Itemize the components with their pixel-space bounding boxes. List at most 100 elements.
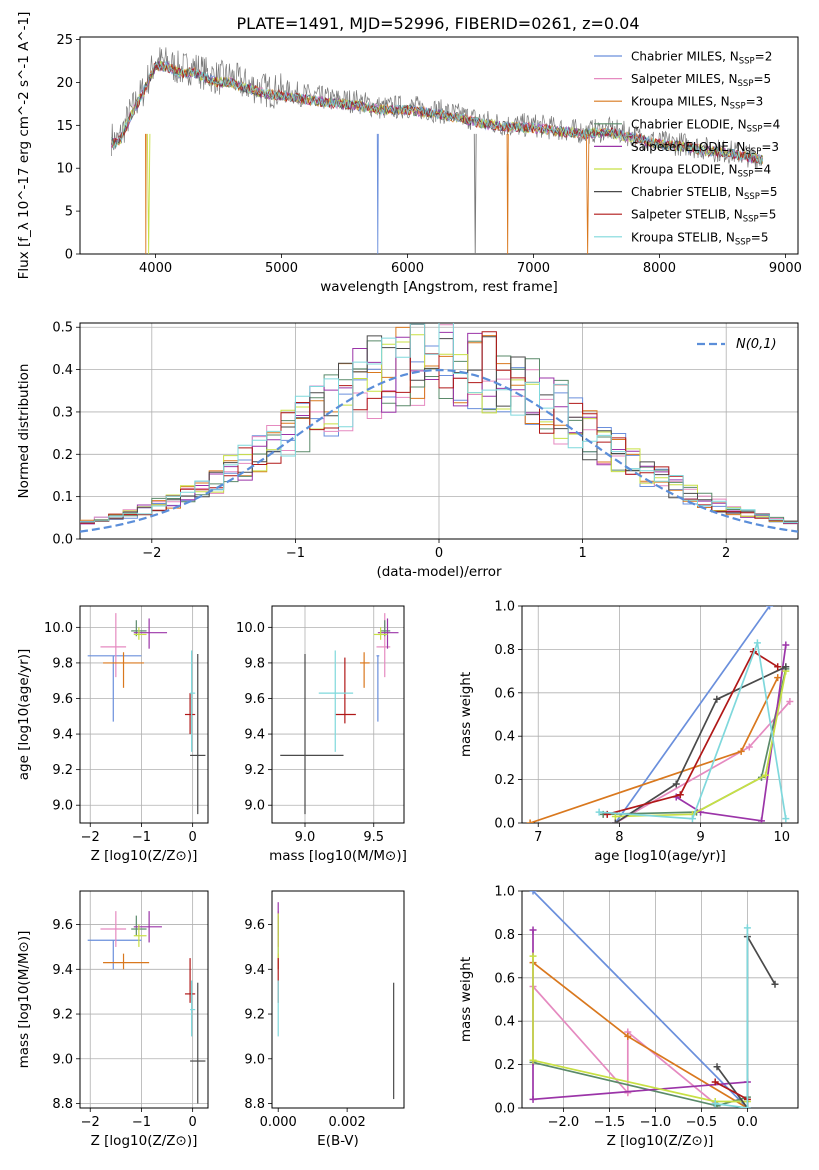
mass-weight-marker [676, 791, 684, 799]
y-tick-label: 25 [56, 33, 73, 48]
x-tick-label: 2 [722, 546, 730, 561]
y-tick-label: 15 [56, 119, 73, 134]
y-tick-label: 9.2 [52, 763, 73, 778]
y-tick-label: 10 [56, 162, 73, 177]
legend-suffix: =5 [760, 185, 778, 199]
mass-weight-marker [737, 747, 745, 755]
y-tick-label: 5 [65, 205, 73, 220]
axes-frame [521, 605, 799, 824]
plot-area [277, 902, 395, 1100]
mass-weight-marker [713, 695, 721, 703]
model-spectrum [111, 60, 763, 165]
mass-weight-marker [774, 663, 782, 671]
y-tick-label: 9.0 [244, 1052, 265, 1067]
legend-suffix: =5 [759, 208, 777, 222]
mass-weight-marker [745, 743, 753, 751]
mass-weight-marker [757, 817, 765, 823]
model-spectrum [111, 60, 764, 164]
mass-weight-marker [743, 1104, 751, 1108]
plot-area [87, 613, 206, 815]
mass-weight-line [715, 927, 749, 1108]
axes-frame [521, 890, 799, 1109]
x-tick-label: 8000 [643, 261, 676, 276]
legend-label: Chabrier STELIB, NSSP=5 [631, 185, 778, 202]
legend-label: Salpeter ELODIE, NSSP=3 [631, 140, 779, 157]
mass-weight-marker [766, 606, 774, 610]
mass-weight-marker [529, 1095, 537, 1103]
axes-frame [271, 890, 405, 1109]
x-tick-label: −2 [142, 546, 161, 561]
mass-weight-marker [688, 815, 696, 823]
y-tick-label: 20 [56, 76, 73, 91]
legend-label: Salpeter STELIB, NSSP=5 [631, 208, 776, 225]
mass-weight-line [603, 668, 787, 816]
masked-region [145, 133, 147, 254]
mass-weight-marker [529, 926, 537, 934]
legend-suffix: =2 [755, 50, 773, 64]
x-tick-label: 1 [578, 546, 586, 561]
x-tick-label: 10 [773, 830, 790, 845]
y-tick-label: 9.2 [244, 763, 265, 778]
y-tick-label: 10.0 [236, 621, 265, 636]
y-tick-label: 8.8 [244, 1097, 265, 1112]
x-tick-label: −1 [132, 830, 151, 845]
mass-weight-line [532, 956, 748, 1103]
y-tick-label: 9.0 [52, 1052, 73, 1067]
x-tick-label: 8 [615, 830, 623, 845]
y-tick-label: 0.2 [52, 448, 73, 463]
legend-subscript: SSP [738, 79, 754, 89]
mass-weight-marker [526, 819, 534, 823]
legend-suffix: =5 [753, 72, 771, 86]
mass-weight-line [714, 1081, 748, 1101]
mass-weight-marker [782, 815, 790, 823]
y-tick-label: 0.5 [52, 321, 73, 336]
x-tick-label: −1 [286, 546, 305, 561]
x-tick-label: −2 [81, 830, 100, 845]
plot-area [526, 606, 794, 823]
panel-massweight-vs-age: 7 8 9 10 0.0 0.2 0.4 0.6 0.8 1.0 age [log10(age/yr… [458, 600, 799, 864]
y-tick-label: 9.6 [244, 692, 265, 707]
legend-suffix: =3 [761, 140, 779, 154]
x-tick-label: 9000 [769, 261, 802, 276]
y-axis-label: mass weight [458, 957, 474, 1042]
model-spectrum [111, 60, 764, 164]
panel-residual-distribution: −2 −1 0 1 2 0.0 0.1 0.2 0.3 0.4 0.5 (data-model)/er… [16, 321, 799, 580]
mass-weight-marker [743, 924, 751, 932]
x-axis-label: mass [log10(M/M⊙)] [269, 848, 407, 864]
y-tick-label: 9.6 [52, 918, 73, 933]
y-tick-label: 1.0 [494, 885, 515, 900]
y-tick-label: 0.2 [494, 1058, 515, 1073]
panel-massweight-vs-Z: −2.0 −1.5 −1.0 −0.5 0.0 0.0 0.2 0.4 0.6 0.8 1.0 Z [… [458, 885, 799, 1149]
x-tick-label: 0.000 [260, 1115, 297, 1130]
x-tick-label: −1 [132, 1115, 151, 1130]
y-tick-label: 0.8 [494, 643, 515, 658]
legend-suffix: =5 [751, 230, 769, 244]
plot-area [87, 911, 206, 1104]
mass-weight-marker [529, 891, 537, 895]
y-tick-label: 9.4 [52, 963, 73, 978]
y-tick-label: 9.4 [52, 728, 73, 743]
legend-label: Kroupa STELIB, NSSP=5 [631, 230, 769, 247]
mass-weight-marker [782, 663, 790, 671]
y-tick-label: 9.0 [244, 799, 265, 814]
masked-region [376, 133, 379, 254]
masked-region [506, 133, 509, 254]
x-tick-label: 4000 [139, 261, 172, 276]
y-tick-label: 0.3 [52, 405, 73, 420]
x-tick-label: 0.002 [329, 1115, 366, 1130]
legend-subscript: SSP [745, 147, 761, 157]
legend-subscript: SSP [747, 124, 763, 134]
x-tick-label: 7000 [517, 261, 550, 276]
y-tick-label: 9.0 [52, 799, 73, 814]
x-axis-label: E(B-V) [317, 1133, 359, 1149]
x-axis-label: wavelength [Angstrom, rest frame] [320, 279, 558, 295]
plot-area [529, 891, 779, 1108]
mass-weight-marker [711, 1078, 719, 1086]
figure-title: PLATE=1491, MJD=52996, FIBERID=0261, z=0… [236, 14, 639, 33]
x-tick-label: −2 [81, 1115, 100, 1130]
plot-area [80, 323, 798, 533]
y-tick-label: 0.8 [494, 928, 515, 943]
mass-weight-marker [624, 1032, 632, 1040]
y-tick-label: 0.0 [494, 1102, 515, 1117]
x-tick-label: 0 [188, 830, 196, 845]
